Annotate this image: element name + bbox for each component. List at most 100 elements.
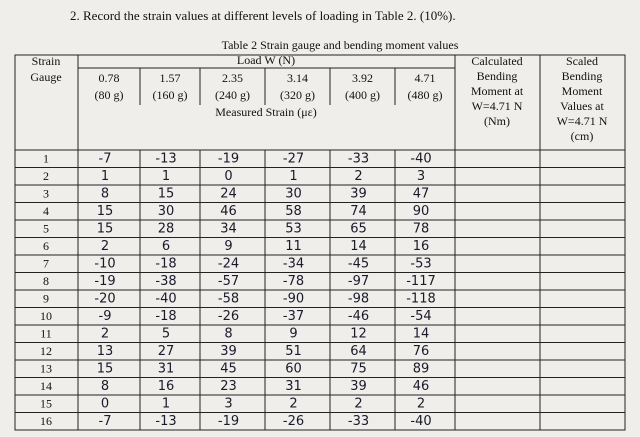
strain-value: -58 [218, 291, 239, 306]
strain-value: 8 [101, 186, 109, 201]
strain-value: 39 [350, 186, 367, 201]
gauge-number: 11 [40, 327, 52, 341]
strain-value: -19 [94, 274, 115, 289]
strain-value: 46 [220, 204, 237, 219]
strain-value: -117 [406, 274, 436, 289]
scaled-header: Bending [562, 69, 603, 83]
strain-value: 14 [413, 326, 430, 341]
strain-value: -53 [410, 256, 431, 271]
strain-value: -18 [155, 256, 176, 271]
load-value: 2.35 [222, 71, 243, 85]
strain-value: 2 [101, 239, 109, 254]
load-mass: (400 g) [345, 88, 380, 102]
strain-value: -13 [155, 151, 176, 166]
strain-value: 76 [413, 344, 430, 359]
strain-value: -7 [99, 151, 112, 166]
load-mass: (160 g) [153, 88, 188, 102]
strain-value: 9 [289, 326, 297, 341]
gauge-number: 12 [40, 344, 52, 358]
strain-value: 31 [158, 361, 175, 376]
strain-value: -7 [99, 414, 112, 429]
load-mass: (320 g) [280, 88, 315, 102]
scaled-header: Values at [560, 99, 604, 113]
strain-value: -37 [283, 309, 304, 324]
gauge-header: Strain [32, 54, 61, 68]
strain-value: -19 [218, 151, 239, 166]
strain-value: 51 [285, 344, 302, 359]
strain-value: -24 [218, 256, 239, 271]
gauge-number: 2 [43, 169, 49, 183]
measured-label: Measured Strain (με) [215, 105, 316, 119]
strain-value: -78 [283, 274, 304, 289]
strain-value: -38 [155, 274, 176, 289]
strain-value: -98 [348, 291, 369, 306]
strain-value: 27 [158, 344, 175, 359]
table-border [14, 54, 626, 431]
strain-value: 15 [97, 361, 114, 376]
load-mass: (240 g) [215, 88, 250, 102]
scaled-header: Moment [562, 84, 603, 98]
gauge-number: 4 [43, 204, 49, 218]
gauge-number: 9 [43, 292, 49, 306]
strain-value: 8 [224, 326, 232, 341]
calc-header: W=4.71 N [472, 99, 523, 113]
strain-value: -40 [410, 151, 431, 166]
strain-value: 28 [158, 221, 175, 236]
strain-value: 8 [101, 379, 109, 394]
strain-value: 65 [350, 221, 367, 236]
strain-value: -9 [99, 309, 112, 324]
strain-value: 1 [162, 169, 170, 184]
strain-value: 30 [158, 204, 175, 219]
load-value: 3.14 [287, 71, 308, 85]
load-label: Load W (N) [237, 53, 295, 67]
gauge-number: 7 [43, 257, 49, 271]
strain-value: -27 [283, 151, 304, 166]
strain-value: 9 [224, 239, 232, 254]
calc-header: Bending [477, 69, 518, 83]
strain-value: 15 [158, 186, 175, 201]
strain-value: 13 [97, 344, 114, 359]
table-caption: Table 2 Strain gauge and bending moment … [222, 38, 459, 52]
strain-value: -40 [155, 291, 176, 306]
strain-value: 64 [350, 344, 367, 359]
strain-value: 34 [220, 221, 237, 236]
strain-value: -19 [218, 414, 239, 429]
strain-value: -13 [155, 414, 176, 429]
strain-value: 16 [413, 239, 430, 254]
strain-value: 53 [285, 221, 302, 236]
strain-value: 0 [101, 396, 109, 411]
strain-value: 47 [413, 186, 430, 201]
strain-value: -20 [94, 291, 115, 306]
strain-value: 2 [354, 396, 362, 411]
strain-value: -34 [283, 256, 304, 271]
gauge-number: 10 [40, 309, 52, 323]
strain-value: 46 [413, 379, 430, 394]
strain-value: -33 [348, 414, 369, 429]
load-value: 0.78 [99, 71, 120, 85]
calc-header: Moment at [471, 84, 524, 98]
strain-value: -33 [348, 151, 369, 166]
strain-value: 90 [413, 204, 430, 219]
gauge-number: 16 [40, 414, 52, 428]
load-value: 1.57 [160, 71, 181, 85]
strain-value: -54 [410, 309, 431, 324]
scaled-header: W=4.71 N [557, 114, 608, 128]
strain-value: 2 [417, 396, 425, 411]
gauge-number: 5 [43, 222, 49, 236]
strain-value: 89 [413, 361, 430, 376]
strain-value: 12 [350, 326, 367, 341]
strain-value: 6 [162, 239, 170, 254]
strain-value: -90 [283, 291, 304, 306]
strain-value: 2 [289, 396, 297, 411]
load-mass: (480 g) [408, 88, 443, 102]
strain-value: 31 [285, 379, 302, 394]
strain-value: 15 [97, 221, 114, 236]
load-value: 4.71 [415, 71, 436, 85]
strain-value: 1 [289, 169, 297, 184]
strain-value: -26 [283, 414, 304, 429]
strain-value: 0 [224, 169, 232, 184]
scaled-header: (cm) [571, 129, 594, 143]
strain-value: 16 [158, 379, 175, 394]
strain-value: -46 [348, 309, 369, 324]
strain-value: 15 [97, 204, 114, 219]
